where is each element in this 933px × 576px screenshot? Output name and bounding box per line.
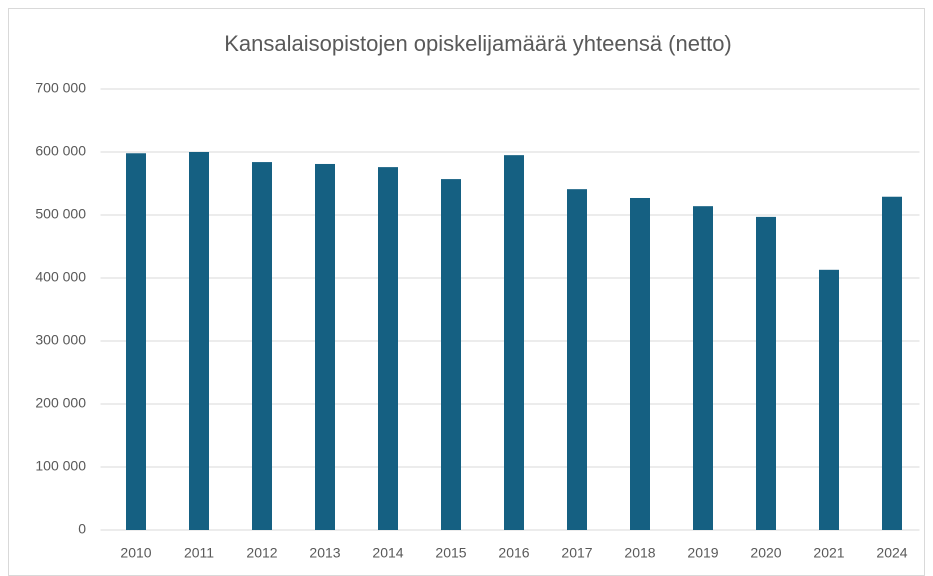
x-tick-label: 2018 (624, 545, 655, 561)
y-tick-label: 300 000 (35, 332, 86, 348)
y-tick-label: 0 (78, 521, 86, 537)
y-tick-label: 400 000 (35, 269, 86, 285)
bar (252, 162, 272, 530)
bar (189, 152, 209, 530)
bar (126, 153, 146, 530)
y-tick-label: 200 000 (35, 395, 86, 411)
x-tick-label: 2012 (246, 545, 277, 561)
x-tick-label: 2019 (687, 545, 718, 561)
x-tick-label: 2017 (561, 545, 592, 561)
x-tick-label: 2016 (498, 545, 529, 561)
x-tick-label: 2010 (120, 545, 151, 561)
bar (315, 163, 335, 530)
x-tick-label: 2024 (876, 545, 907, 561)
bar (819, 269, 839, 530)
x-tick-label: 2020 (750, 545, 781, 561)
x-tick-label: 2021 (813, 545, 844, 561)
bar (756, 216, 776, 530)
x-tick-label: 2015 (435, 545, 466, 561)
x-tick-label: 2014 (372, 545, 403, 561)
x-tick-label: 2013 (309, 545, 340, 561)
bar (630, 197, 650, 531)
bar (693, 206, 713, 530)
bar (441, 179, 461, 530)
bar (378, 167, 398, 530)
bar (567, 189, 587, 531)
chart-title: Kansalaisopistojen opiskelijamäärä yhtee… (224, 31, 732, 56)
y-tick-label: 600 000 (35, 143, 86, 159)
x-tick-label: 2011 (184, 545, 214, 561)
bar (882, 196, 902, 531)
y-tick-label: 700 000 (35, 80, 86, 96)
bar (504, 155, 524, 530)
y-tick-label: 100 000 (35, 458, 86, 474)
y-tick-label: 500 000 (35, 206, 86, 222)
